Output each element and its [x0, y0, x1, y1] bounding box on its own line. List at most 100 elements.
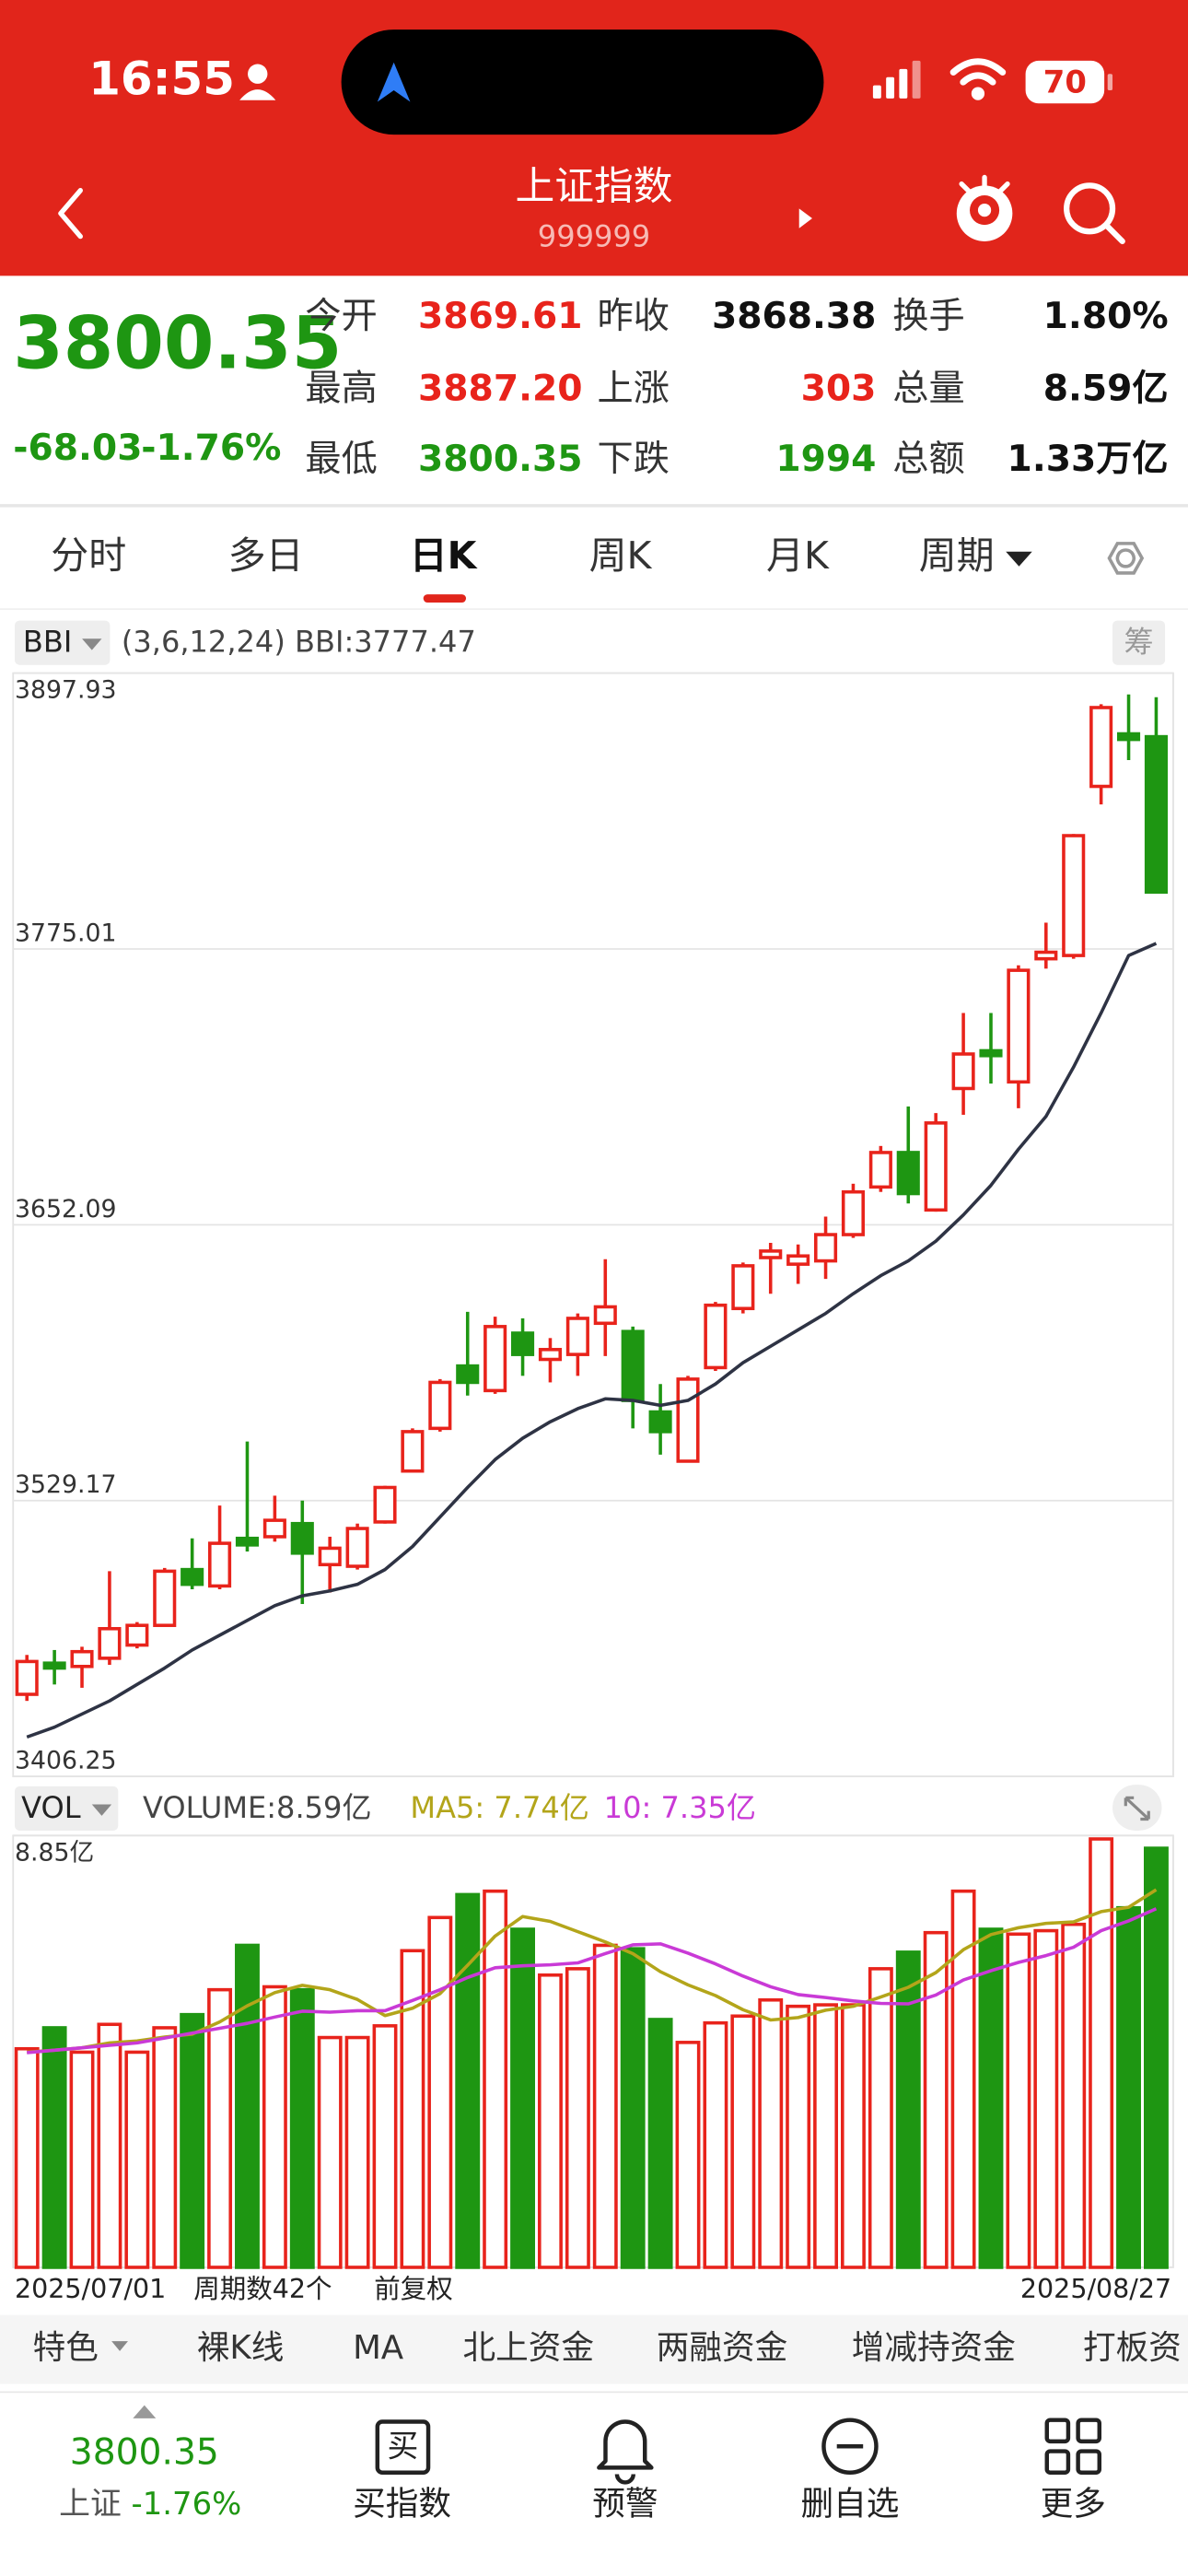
candle-body [1062, 834, 1086, 957]
indicator-params: (3,6,12,24) BBI:3777.47 [122, 625, 476, 660]
candle-body [262, 1518, 286, 1539]
candle-body [235, 1536, 260, 1547]
candle-body [648, 1410, 672, 1434]
nav-item-label[interactable]: 更多 [1041, 2485, 1106, 2523]
bottom-nav: 买指数 预警 删自选 更多 [353, 2485, 1106, 2523]
last-price: 3800.35 [13, 301, 342, 385]
period-dropdown-caret[interactable] [1006, 551, 1032, 567]
signal-icon [872, 60, 921, 99]
candle-body [841, 1189, 866, 1236]
feature-tab[interactable]: MA [353, 2329, 404, 2367]
candle-body [565, 1317, 589, 1356]
expand-icon [1124, 1796, 1150, 1821]
feature-tab[interactable]: 裸K线 [197, 2329, 285, 2367]
volume-bar [1144, 1846, 1169, 2269]
y-tick-label: 3529.17 [15, 1470, 116, 1499]
period-tabs: 分时 多日 日K 周K 月K 周期 [51, 533, 994, 578]
feature-tabs: 特色 裸K线 MA 北上资金 两融资金 增减持资金 打板资 [33, 2329, 1182, 2367]
header-code: 999999 [538, 218, 650, 253]
volume-bar [483, 1889, 508, 2269]
candle-body [1116, 732, 1141, 742]
buy-icon[interactable] [375, 2419, 431, 2475]
period-tab[interactable]: 周期 [919, 533, 995, 578]
y-tick-label: 8.85亿 [15, 1838, 94, 1867]
price-change-pct: -1.76% [141, 427, 281, 469]
period-tab[interactable]: 月K [766, 533, 830, 578]
search-icon[interactable] [1064, 182, 1125, 245]
next-arrow[interactable] [798, 208, 812, 228]
field-value: 1.80% [1043, 296, 1169, 337]
nav-item-label[interactable]: 删自选 [801, 2485, 900, 2523]
buy-icon-label: 买 [388, 2429, 419, 2465]
indicator-select[interactable] [15, 620, 111, 665]
volume-bar [235, 1943, 260, 2269]
candle-body [979, 1048, 1003, 1058]
price-chart: 3406.25 3529.17 3652.09 3775.01 3897.93 [13, 672, 1173, 1778]
candle-body [345, 1527, 369, 1568]
battery-icon [1025, 60, 1105, 104]
nav-index-name: 上证 [59, 2486, 122, 2522]
volume-bar [289, 1987, 315, 2269]
nav-item-label[interactable]: 买指数 [353, 2485, 451, 2523]
field-label: 今开 [305, 296, 377, 337]
candle-body [98, 1626, 122, 1660]
candle-body [731, 1264, 755, 1311]
back-button[interactable] [58, 188, 83, 240]
nav-arrow [377, 62, 411, 102]
volume-bar [1116, 1905, 1141, 2269]
feature-tab[interactable]: 北上资金 [462, 2329, 593, 2367]
period-tab[interactable]: 分时 [51, 533, 126, 578]
period-tab[interactable]: 多日 [228, 533, 304, 578]
header-title: 上证指数 [516, 163, 673, 209]
volume-bar [1033, 1928, 1059, 2269]
moving-average-line [27, 1907, 1158, 2055]
indicator-caret [82, 638, 102, 650]
remove-icon[interactable] [821, 2418, 879, 2475]
volume-bar [455, 1892, 481, 2269]
period-tab[interactable]: 周K [589, 533, 653, 578]
volume-bar [895, 1950, 921, 2269]
period-tab[interactable]: 日K [410, 533, 478, 578]
volume-bar [124, 2050, 150, 2269]
more-icon[interactable] [1044, 2418, 1102, 2475]
field-label: 总额 [892, 439, 964, 480]
ma5-value: MA5: 7.74亿 [410, 1790, 588, 1825]
candle-body [373, 1485, 397, 1524]
volume-bar [868, 1967, 893, 2269]
nav-item-label[interactable]: 预警 [592, 2485, 658, 2523]
feature-tabs-bg [0, 2314, 1188, 2384]
volume-bar [841, 2003, 866, 2269]
expand-caret[interactable] [133, 2405, 157, 2418]
volume-bar [592, 1943, 618, 2269]
volume-bar [152, 2026, 178, 2269]
candle-body [318, 1546, 342, 1567]
feature-tab[interactable]: 两融资金 [657, 2329, 787, 2367]
volume-bar [14, 2046, 40, 2269]
chip-button[interactable] [1112, 620, 1166, 665]
settings-icon[interactable] [1107, 542, 1145, 575]
candle-body [896, 1151, 920, 1196]
volume-bar [427, 1915, 453, 2269]
volume-bar [317, 2035, 343, 2269]
candle-body [868, 1151, 892, 1189]
field-label: 最低 [305, 439, 377, 480]
y-tick-label: 3775.01 [15, 919, 116, 947]
field-value: 3887.20 [418, 369, 582, 410]
feature-tab[interactable]: 增减持资金 [852, 2329, 1016, 2367]
alert-icon[interactable] [597, 2419, 654, 2485]
battery-level: 70 [1043, 64, 1087, 100]
volume-bar [372, 2024, 398, 2269]
mascot-icon[interactable] [956, 174, 1013, 241]
candle-body [483, 1325, 507, 1393]
feature-tab[interactable]: 特色 [33, 2329, 99, 2367]
volume-select[interactable] [15, 1786, 119, 1831]
feature-tab[interactable]: 打板资 [1083, 2329, 1182, 2367]
candle-body [290, 1521, 314, 1555]
candle-body [1144, 734, 1168, 895]
bbi-line [26, 942, 1158, 1739]
volume-bar [262, 1985, 287, 2269]
feature-caret [111, 2341, 128, 2351]
volume-bar [950, 1889, 976, 2269]
indicator-name: BBI [23, 625, 72, 660]
